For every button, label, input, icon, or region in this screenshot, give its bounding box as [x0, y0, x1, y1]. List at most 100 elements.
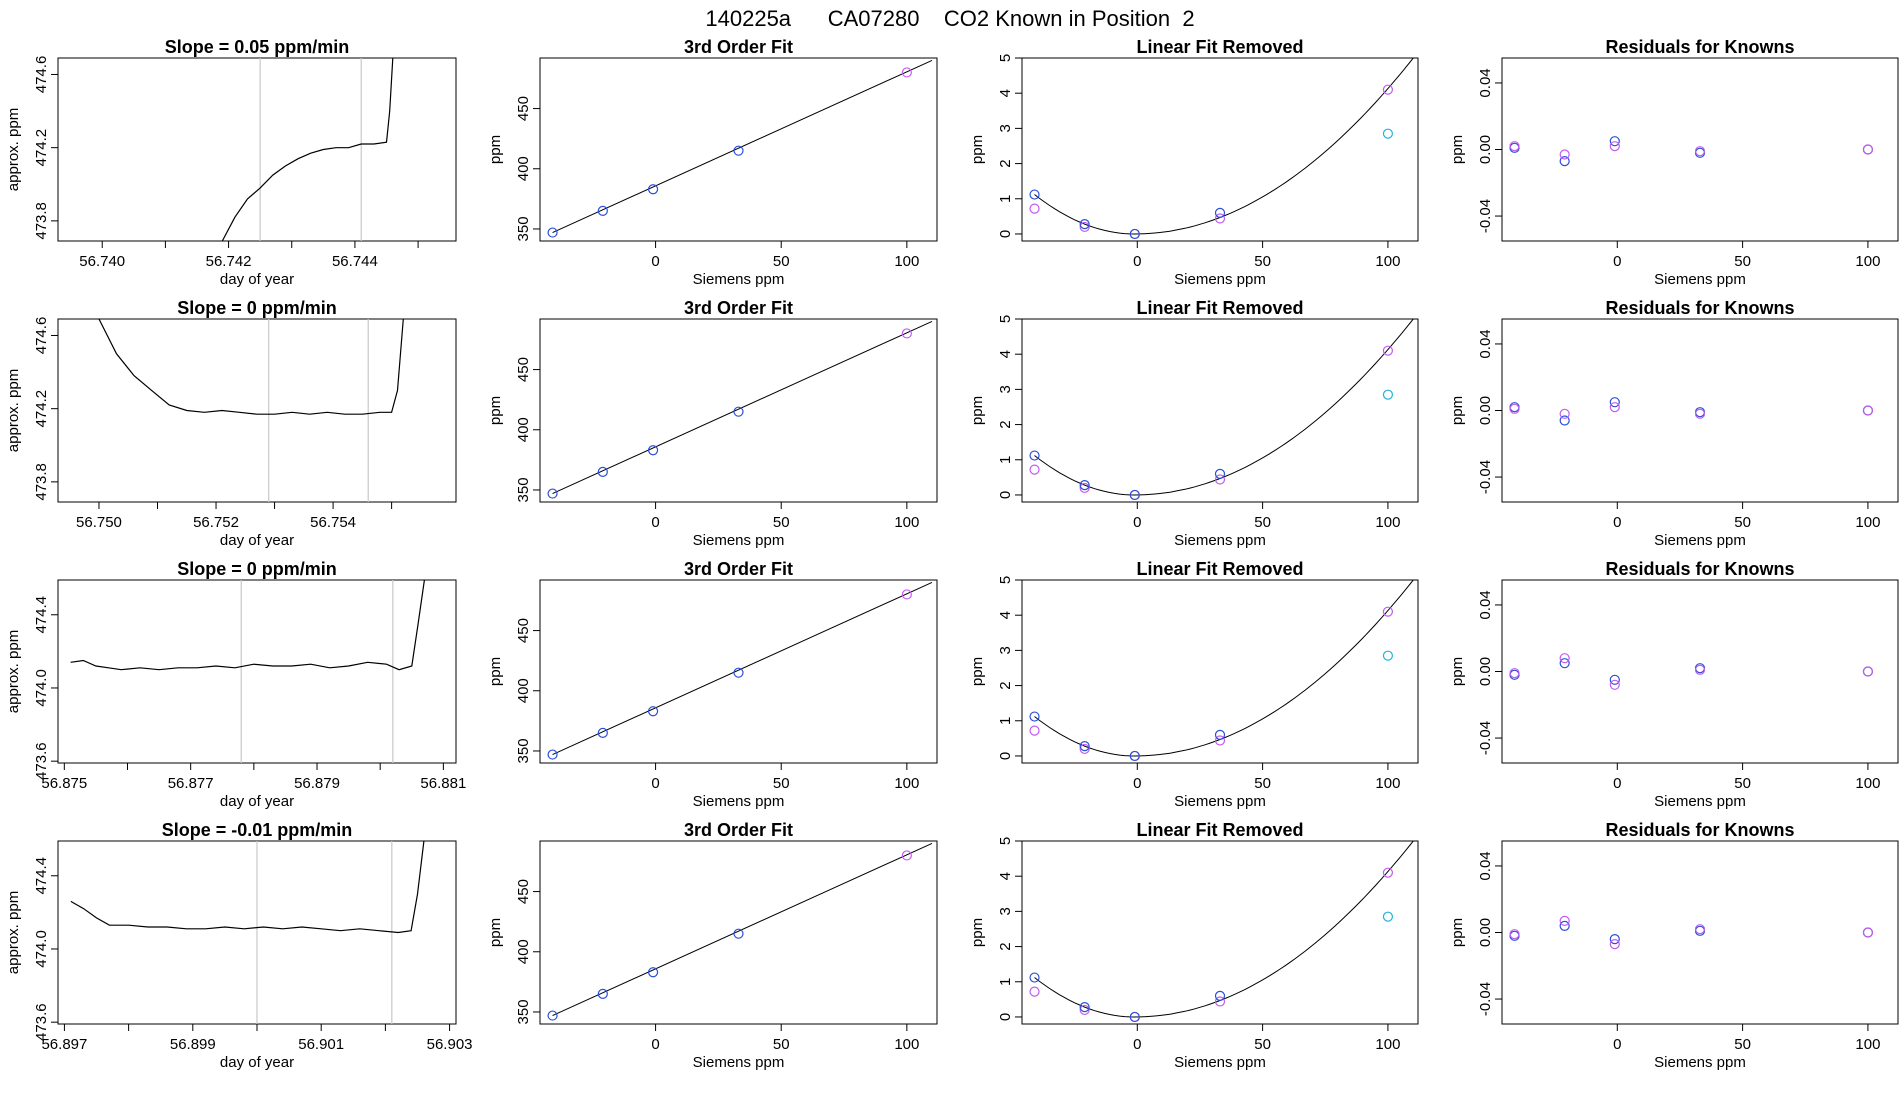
- resid-0-ytick-label: 0.04: [1477, 68, 1494, 97]
- residual-point-blue: [1559, 658, 1570, 669]
- fit-point: [547, 227, 558, 238]
- linear-1-ytick-label: 5: [997, 315, 1014, 323]
- resid-0-ytick-label: -0.04: [1477, 199, 1494, 233]
- linear-point-blue: [1214, 468, 1226, 479]
- resid-2-ytick-label: -0.04: [1477, 721, 1494, 755]
- fit-1-xtick-label: 100: [894, 514, 919, 531]
- time-2-ytick-label: 473.6: [33, 742, 50, 780]
- resid-1-ylabel: ppm: [1449, 396, 1466, 425]
- linear-point-cyan: [1382, 911, 1394, 922]
- resid-3-xlabel: Siemens ppm: [1654, 1054, 1746, 1071]
- residual-point-blue: [1609, 674, 1620, 685]
- linear-point-violet: [1382, 606, 1394, 617]
- time-1-ylabel: approx. ppm: [5, 369, 22, 452]
- time-2-frame: [57, 579, 457, 764]
- linear-curve: [1034, 580, 1414, 757]
- time-3-xtick-label: 56.897: [41, 1036, 87, 1053]
- linear-3-frame: [1021, 840, 1419, 1025]
- time-0-xtick-label: 56.740: [79, 253, 125, 270]
- linear-point-blue: [1029, 450, 1040, 461]
- residual-point-violet: [1559, 149, 1570, 160]
- linear-point-violet: [1079, 743, 1090, 755]
- time-2-xtick-label: 56.881: [420, 775, 466, 792]
- fit-3-panel: 3rd Order Fit 0 50 100 Siemens ppm 350 400 450 p…: [487, 820, 938, 1071]
- time-series-line: [70, 841, 425, 934]
- fit-point: [597, 988, 608, 1000]
- fit-2-xtick-label: 0: [651, 775, 659, 792]
- residual-point-violet: [1559, 408, 1570, 419]
- fit-1-panel: 3rd Order Fit 0 50 100 Siemens ppm 350 400 450 p…: [487, 298, 938, 549]
- figure-title: 140225a CA07280 CO2 Known in Position 2: [705, 6, 1194, 31]
- fit-2-ytick-label: 400: [515, 678, 532, 703]
- resid-0-xlabel: Siemens ppm: [1654, 271, 1746, 288]
- linear-0-ytick-label: 3: [997, 124, 1014, 132]
- linear-point-blue: [1214, 729, 1226, 740]
- linear-3-ytick-label: 1: [997, 978, 1014, 986]
- resid-3-xtick-label: 0: [1613, 1036, 1621, 1053]
- resid-3-ytick-label: 0.00: [1477, 918, 1494, 947]
- time-2-panel: Slope = 0 ppm/min 56.875 56.877 56.879 56.88…: [5, 559, 466, 810]
- linear-1-ylabel: ppm: [969, 396, 986, 425]
- resid-0-ylabel: ppm: [1449, 135, 1466, 164]
- linear-3-ytick-label: 4: [997, 872, 1014, 880]
- linear-2-xtick-label: 0: [1133, 775, 1141, 792]
- fit-point: [733, 667, 744, 678]
- time-2-xlabel: day of year: [220, 793, 294, 810]
- linear-2-ytick-label: 4: [997, 611, 1014, 619]
- fit-0-ytick-label: 450: [515, 96, 532, 121]
- fit-3-ytick-label: 350: [515, 999, 532, 1024]
- residual-point-violet: [1694, 664, 1706, 675]
- fit-3-data: [547, 842, 933, 1021]
- resid-0-title: Residuals for Knowns: [1605, 37, 1794, 57]
- resid-3-frame: [1501, 840, 1899, 1025]
- fit-1-xtick-label: 0: [651, 514, 659, 531]
- linear-0-frame: [1021, 57, 1419, 242]
- residual-point-violet: [1862, 666, 1874, 677]
- linear-0-xlabel: Siemens ppm: [1174, 271, 1266, 288]
- fit-point: [597, 466, 608, 478]
- fit-2-xtick-label: 50: [773, 775, 790, 792]
- linear-point-cyan: [1382, 389, 1394, 400]
- resid-2-xtick-label: 0: [1613, 775, 1621, 792]
- fit-1-xtick-label: 50: [773, 514, 790, 531]
- fit-0-title: 3rd Order Fit: [684, 37, 793, 57]
- linear-point-violet: [1029, 464, 1040, 475]
- time-1-xlabel: day of year: [220, 532, 294, 549]
- linear-point-violet: [1079, 482, 1090, 494]
- linear-1-panel: Linear Fit Removed 0 50 100 Siemens ppm 0 1 2 3 4…: [969, 298, 1419, 549]
- linear-3-ytick-label: 0: [997, 1013, 1014, 1021]
- fit-1-ytick-label: 350: [515, 477, 532, 502]
- fit-1-xlabel: Siemens ppm: [693, 532, 785, 549]
- time-2-title: Slope = 0 ppm/min: [177, 559, 337, 579]
- fit-3-xtick-label: 50: [773, 1036, 790, 1053]
- fit-0-xlabel: Siemens ppm: [693, 271, 785, 288]
- linear-2-ylabel: ppm: [969, 657, 986, 686]
- linear-0-ytick-label: 4: [997, 89, 1014, 97]
- time-3-data: [70, 841, 425, 1024]
- fit-2-ylabel: ppm: [487, 657, 504, 686]
- linear-point-violet: [1382, 867, 1394, 878]
- linear-point-blue: [1214, 990, 1226, 1001]
- linear-3-xtick-label: 0: [1133, 1036, 1141, 1053]
- resid-1-data: [1509, 397, 1874, 426]
- residual-point-violet: [1509, 929, 1520, 940]
- resid-3-xtick-label: 100: [1855, 1036, 1880, 1053]
- resid-3-ytick-label: -0.04: [1477, 982, 1494, 1016]
- resid-3-data: [1509, 915, 1874, 950]
- resid-1-ytick-label: 0.04: [1477, 329, 1494, 358]
- time-2-data: [70, 580, 425, 763]
- linear-1-frame: [1021, 318, 1419, 503]
- linear-curve: [1034, 58, 1414, 235]
- linear-curve: [1034, 841, 1414, 1018]
- resid-0-panel: Residuals for Knowns 0 50 100 Siemens ppm -0.…: [1449, 37, 1899, 288]
- resid-2-xtick-label: 50: [1734, 775, 1751, 792]
- linear-curve: [1034, 319, 1414, 496]
- residual-point-violet: [1609, 679, 1620, 690]
- linear-2-frame: [1021, 579, 1419, 764]
- linear-point-violet: [1079, 221, 1090, 233]
- fit-1-ytick-label: 450: [515, 357, 532, 382]
- linear-0-panel: Linear Fit Removed 0 50 100 Siemens ppm 0 1 2 3 4…: [969, 37, 1419, 288]
- time-1-frame: [57, 318, 457, 503]
- time-0-ytick-label: 473.8: [33, 202, 50, 240]
- time-series-line: [221, 58, 394, 241]
